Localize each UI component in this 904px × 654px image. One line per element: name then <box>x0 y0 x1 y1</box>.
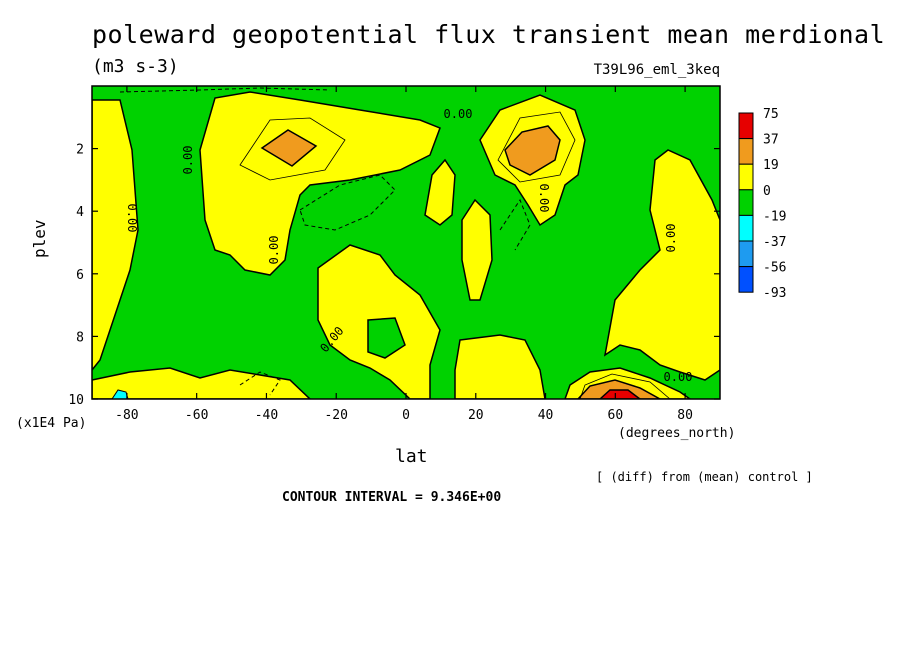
colorbar-level: -19 <box>763 209 786 224</box>
negative-contour <box>119 87 331 93</box>
contour-line <box>579 373 671 399</box>
plot-area: 0.000.000.000.000.000.000.000.00 <box>91 85 721 400</box>
x-tick-label: 0 <box>402 408 410 423</box>
y-tick-label: 6 <box>76 268 84 283</box>
orange-region-sh <box>260 129 318 167</box>
x-tick-label: -80 <box>115 408 138 423</box>
x-axis-ticks: -80 -60 -40 -20 0 20 40 60 80 <box>115 86 693 423</box>
colorbar-swatch <box>738 266 754 293</box>
positive-region-narrow <box>424 158 456 226</box>
positive-region-tropics <box>454 334 546 399</box>
contour-label: 0.00 <box>444 107 473 121</box>
colorbar-swatch <box>738 189 754 216</box>
y-tick-label: 4 <box>76 205 84 220</box>
y-tick-label: 2 <box>76 143 84 158</box>
cyan-region <box>111 389 129 399</box>
y-axis-ticks: 2 4 6 8 10 <box>68 143 720 408</box>
contour-label: 0.00 <box>267 236 281 265</box>
positive-region-sh-lower <box>92 367 312 399</box>
colorbar-swatch <box>738 240 754 268</box>
contour-label: 0.00 <box>181 146 195 175</box>
positive-region-upper <box>199 91 441 276</box>
positive-region-tongue <box>461 198 493 301</box>
negative-contour <box>499 198 531 251</box>
positive-region-sh <box>92 99 139 372</box>
colorbar-swatch <box>738 214 754 242</box>
contour-label: 0.00 <box>537 184 551 213</box>
contour-interval: CONTOUR INTERVAL = 9.346E+00 <box>282 490 502 505</box>
contour-line <box>239 117 346 181</box>
colorbar-level: 75 <box>763 107 779 122</box>
contour-label: 0.00 <box>664 224 678 253</box>
colorbar-level: 0 <box>763 184 771 199</box>
contour-label: 0.00 <box>125 204 139 233</box>
chart-units: (m3 s-3) <box>92 56 179 77</box>
filled-contours <box>92 87 720 399</box>
colorbar-level: -37 <box>763 235 786 250</box>
positive-region-nh-mid <box>603 149 720 381</box>
chart-title: poleward geopotential flux transient mea… <box>92 20 886 49</box>
contour-line <box>497 111 576 183</box>
x-tick-label: 40 <box>538 408 554 423</box>
x-tick-label: -20 <box>324 408 347 423</box>
orange-region-nh <box>504 125 561 176</box>
x-tick-label: -60 <box>185 408 208 423</box>
diff-note: [ (diff) from (mean) control ] <box>596 470 813 484</box>
x-tick-label: -40 <box>255 408 278 423</box>
colorbar-level: -93 <box>763 286 786 301</box>
x-tick-label: 80 <box>677 408 693 423</box>
contour-label: 0.00 <box>664 370 693 384</box>
colorbar-swatch <box>738 138 754 165</box>
y-tick-label: 10 <box>68 393 84 408</box>
colorbar: 75 37 19 0 -19 -37 -56 -93 <box>738 107 786 301</box>
colorbar-level: -56 <box>763 261 786 276</box>
x-axis-units: (degrees_north) <box>618 426 736 441</box>
negative-contour <box>299 174 396 231</box>
y-axis-units: (x1E4 Pa) <box>16 416 87 431</box>
y-tick-label: 8 <box>76 330 84 345</box>
negative-pocket <box>367 317 406 359</box>
colorbar-level: 19 <box>763 158 779 173</box>
colorbar-swatch <box>738 112 754 140</box>
red-region-surface <box>598 389 642 399</box>
colorbar-level: 37 <box>763 133 779 148</box>
run-id: T39L96_eml_3keq <box>593 62 720 78</box>
x-tick-label: 60 <box>608 408 624 423</box>
x-axis-label: lat <box>395 446 428 467</box>
colorbar-swatch <box>738 163 754 191</box>
x-tick-label: 20 <box>468 408 484 423</box>
